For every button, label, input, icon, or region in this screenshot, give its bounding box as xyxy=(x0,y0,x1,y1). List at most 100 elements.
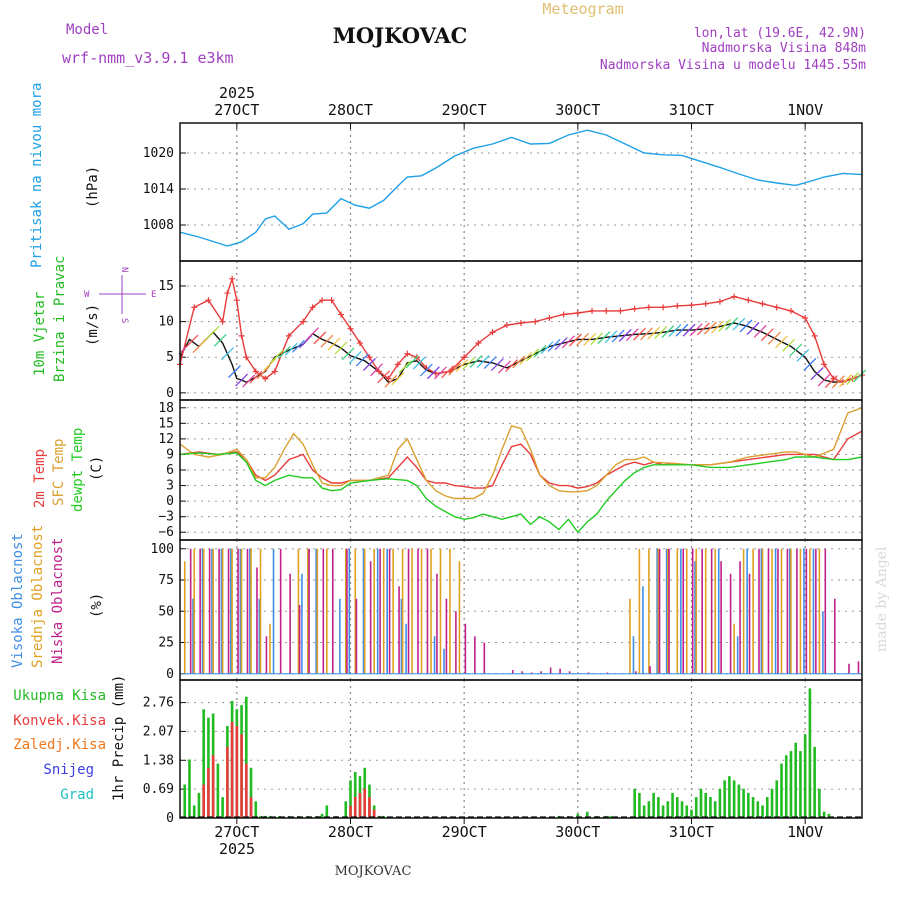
wind-barb-56 xyxy=(576,332,590,346)
precip-legend-frozen: Zaledj.Kisa xyxy=(13,737,106,753)
ytick-label-temperature-5: 9 xyxy=(166,447,174,462)
gust-marker-42 xyxy=(645,304,652,311)
x-tick-label-top-3: 30OCT xyxy=(555,101,600,119)
gust-marker-36 xyxy=(560,311,567,318)
wind-barb-67 xyxy=(654,326,668,339)
bar-conv-5 xyxy=(235,726,239,818)
wind-barb-61 xyxy=(611,329,625,343)
header-subtitle: Meteogram xyxy=(542,0,623,18)
bar-total-95 xyxy=(775,780,779,818)
gust-marker-49 xyxy=(745,297,752,304)
gust-marker-35 xyxy=(546,315,553,322)
bar-total-69 xyxy=(652,792,655,818)
wind-barb-85 xyxy=(782,338,796,352)
bar-total-24 xyxy=(320,813,324,818)
x-tick-label-top-0: 27OCT xyxy=(214,101,259,119)
panel-precip xyxy=(179,679,863,819)
gust-marker-44 xyxy=(674,302,681,309)
ytick-label-pressure-1: 1014 xyxy=(143,182,174,197)
wind-ylabel: (m/s) xyxy=(85,304,101,346)
bar-total-100 xyxy=(799,751,802,818)
bar-total-83 xyxy=(718,788,722,818)
ytick-label-precip-3: 2.07 xyxy=(143,724,174,739)
wind-barb-45 xyxy=(497,360,511,374)
bar-conv-13 xyxy=(368,797,371,818)
x-tick-label-top-2: 29OCT xyxy=(442,101,487,119)
wind-barb-11 xyxy=(256,366,270,380)
gust-marker-46 xyxy=(702,300,709,307)
wind-barb-40 xyxy=(462,356,476,370)
wind-barb-6 xyxy=(220,347,234,361)
gust-marker-1 xyxy=(191,304,198,311)
x-tick-label-bottom-0: 27OCT xyxy=(214,823,259,841)
wind-barb-5 xyxy=(213,333,227,347)
wind-barb-38 xyxy=(448,362,462,376)
panel-temperature xyxy=(179,399,863,541)
wind-side-label-2: Brzina i Pravac xyxy=(52,256,68,382)
wind-barb-47 xyxy=(512,355,526,369)
ytick-label-temperature-6: 12 xyxy=(158,432,174,447)
x-tick-label-top-1: 28OCT xyxy=(328,101,373,119)
wind-barb-25 xyxy=(355,353,369,367)
precip-legend-conv: Konvek.Kisa xyxy=(13,713,106,729)
gust-marker-41 xyxy=(631,305,638,312)
gust-marker-19 xyxy=(356,339,363,346)
gust-marker-47 xyxy=(716,298,723,305)
ytick-label-temperature-2: 0 xyxy=(166,494,174,509)
panel-pressure xyxy=(179,122,863,262)
wind-barb-7 xyxy=(228,365,241,378)
wind-barb-1 xyxy=(185,334,199,348)
cloud-side-label-high: Visoka Oblacnost xyxy=(10,533,26,668)
precip-ylabel: 1hr Precip (mm) xyxy=(111,675,127,801)
wind-barb-26 xyxy=(362,357,376,371)
wind-barb-72 xyxy=(689,323,703,337)
gust-marker-17 xyxy=(338,311,345,318)
bar-total-4 xyxy=(202,709,205,818)
plot-layer: 100810141020051015−6−3036912151802550751… xyxy=(143,101,867,841)
footer-station: MOJKOVAC xyxy=(335,864,412,879)
gust-marker-5 xyxy=(229,275,236,282)
gust-marker-22 xyxy=(385,375,392,382)
bar-total-71 xyxy=(661,805,665,818)
wind-barb-88 xyxy=(803,357,817,371)
wind-barb-30 xyxy=(391,372,405,386)
ytick-label-precip-0: 0 xyxy=(166,811,174,826)
temp-side-label-2m: 2m Temp xyxy=(32,449,48,508)
ytick-label-cloud-4: 100 xyxy=(151,542,174,557)
wind-barb-84 xyxy=(775,335,788,349)
bar-total-1 xyxy=(188,759,191,818)
bar-total-92 xyxy=(761,805,764,818)
x-tick-label-bottom-1: 28OCT xyxy=(328,823,373,841)
year-label-top: 2025 xyxy=(219,84,255,102)
bar-total-57 xyxy=(586,811,589,818)
gust-marker-33 xyxy=(518,320,524,327)
bar-total-96 xyxy=(780,763,783,818)
bar-total-7 xyxy=(216,763,220,818)
bar-total-79 xyxy=(699,788,703,818)
wind-barb-12 xyxy=(263,357,277,371)
gust-marker-8 xyxy=(243,354,250,361)
wind-barb-33 xyxy=(412,356,426,370)
series-line-temperature-2 xyxy=(179,452,863,534)
wind-barb-62 xyxy=(618,328,632,342)
wind-barb-81 xyxy=(753,324,767,338)
gust-marker-30 xyxy=(475,339,482,346)
ytick-label-wind-2: 10 xyxy=(158,315,174,330)
gust-marker-7 xyxy=(238,332,245,339)
bar-total-76 xyxy=(685,805,689,818)
ytick-label-temperature-4: 6 xyxy=(166,463,174,478)
bar-total-60 xyxy=(609,815,613,818)
ytick-label-cloud-0: 0 xyxy=(166,667,174,682)
bar-total-16 xyxy=(259,815,262,818)
gust-marker-50 xyxy=(759,300,766,307)
wind-barb-71 xyxy=(682,323,696,337)
gust-marker-52 xyxy=(787,307,794,314)
header-model-name: wrf-nmm_v3.9.1 e3km xyxy=(62,49,234,67)
gust-marker-4 xyxy=(224,290,231,297)
gust-marker-32 xyxy=(503,322,510,329)
gust-marker-43 xyxy=(660,304,667,311)
bar-total-91 xyxy=(756,801,760,818)
bar-conv-1 xyxy=(207,767,210,818)
bar-conv-10 xyxy=(353,797,357,818)
bar-total-103 xyxy=(813,746,816,818)
